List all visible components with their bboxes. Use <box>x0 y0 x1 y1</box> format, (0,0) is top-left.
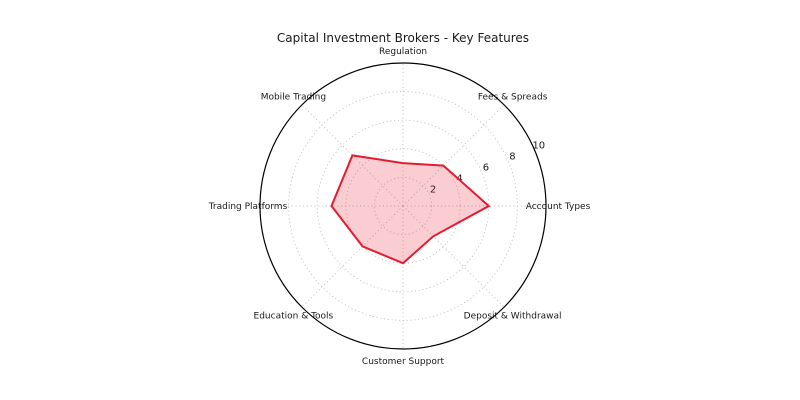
radar-series-polygon <box>330 154 491 265</box>
radial-tick-label: 10 <box>532 141 545 152</box>
radial-tick-label: 6 <box>483 163 489 174</box>
category-labels: Regulation Fees & Spreads Account Types Dep… <box>208 47 591 367</box>
category-label: Account Types <box>526 202 591 212</box>
chart-title: Capital Investment Brokers - Key Feature… <box>277 31 529 45</box>
category-label: Education & Tools <box>254 312 334 322</box>
grid-spoke <box>402 104 505 207</box>
category-label: Fees & Spreads <box>478 92 548 102</box>
radial-tick-label: 8 <box>509 152 515 163</box>
radial-tick-label: 2 <box>430 185 436 196</box>
grid-spoke <box>301 104 404 207</box>
category-label: Mobile Trading <box>261 92 326 102</box>
category-label: Trading Platforms <box>208 202 288 212</box>
category-label: Customer Support <box>362 357 445 367</box>
grid-circle <box>373 176 433 236</box>
grid-spoke <box>402 205 505 308</box>
category-label: Deposit & Withdrawal <box>464 312 562 322</box>
grid-spoke <box>301 205 404 308</box>
category-label: Regulation <box>379 47 427 57</box>
series-polygon <box>330 154 491 265</box>
outer-ring <box>259 62 547 350</box>
